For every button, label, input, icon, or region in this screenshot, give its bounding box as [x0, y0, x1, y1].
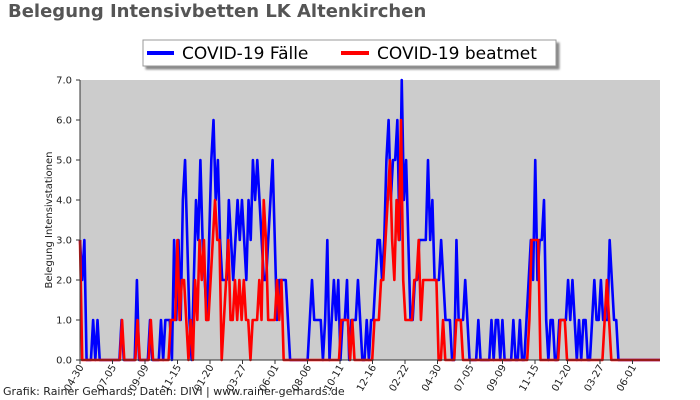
source-credit: Grafik: Rainer Gerhards, Daten: DIVI | w…	[3, 385, 345, 398]
x-tick-label: 06-01	[615, 363, 639, 394]
x-tick-label: 11-15	[518, 363, 542, 394]
x-tick-label: 01-20	[550, 363, 574, 394]
x-tick-label: 02-22	[388, 363, 412, 394]
y-tick-label: 1.0	[56, 316, 72, 327]
y-tick-label: 7.0	[56, 76, 72, 87]
x-tick-label: 03-27	[583, 363, 607, 394]
y-tick-label: 6.0	[56, 116, 72, 127]
y-tick-label: 0.0	[56, 356, 72, 367]
y-tick-label: 5.0	[56, 156, 72, 167]
legend-label-ventilated: COVID-19 beatmet	[377, 44, 537, 64]
plot-area	[80, 80, 660, 360]
y-ticks: 0.0 1.0 2.0 3.0 4.0 5.0 6.0 7.0	[56, 76, 80, 367]
y-tick-label: 2.0	[56, 276, 72, 287]
y-axis-label: Belegung Intensivstationen	[44, 151, 55, 288]
chart-title: Belegung Intensivbetten LK Altenkirchen	[8, 1, 427, 22]
y-tick-label: 3.0	[56, 236, 72, 247]
legend-label-cases: COVID-19 Fälle	[182, 44, 308, 64]
x-tick-label: 12-16	[355, 363, 379, 394]
x-tick-label: 09-09	[485, 363, 509, 394]
x-tick-label: 07-05	[453, 363, 477, 394]
y-tick-label: 4.0	[56, 196, 72, 207]
x-tick-label: 04-30	[420, 363, 444, 394]
legend: COVID-19 Fälle COVID-19 beatmet	[142, 39, 557, 67]
